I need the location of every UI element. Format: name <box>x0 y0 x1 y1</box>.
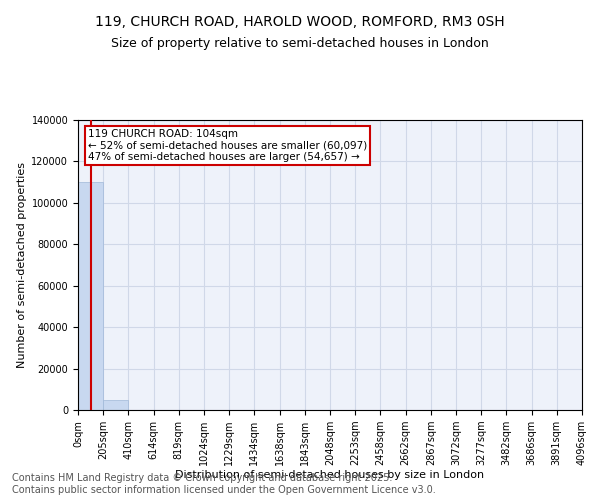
Bar <box>78 182 103 410</box>
Bar <box>103 400 128 410</box>
Text: 119, CHURCH ROAD, HAROLD WOOD, ROMFORD, RM3 0SH: 119, CHURCH ROAD, HAROLD WOOD, ROMFORD, … <box>95 15 505 29</box>
Text: 119 CHURCH ROAD: 104sqm
← 52% of semi-detached houses are smaller (60,097)
47% o: 119 CHURCH ROAD: 104sqm ← 52% of semi-de… <box>88 128 367 162</box>
Y-axis label: Number of semi-detached properties: Number of semi-detached properties <box>17 162 27 368</box>
Text: Size of property relative to semi-detached houses in London: Size of property relative to semi-detach… <box>111 38 489 51</box>
X-axis label: Distribution of semi-detached houses by size in London: Distribution of semi-detached houses by … <box>175 470 485 480</box>
Text: Contains HM Land Registry data © Crown copyright and database right 2025.
Contai: Contains HM Land Registry data © Crown c… <box>12 474 436 495</box>
